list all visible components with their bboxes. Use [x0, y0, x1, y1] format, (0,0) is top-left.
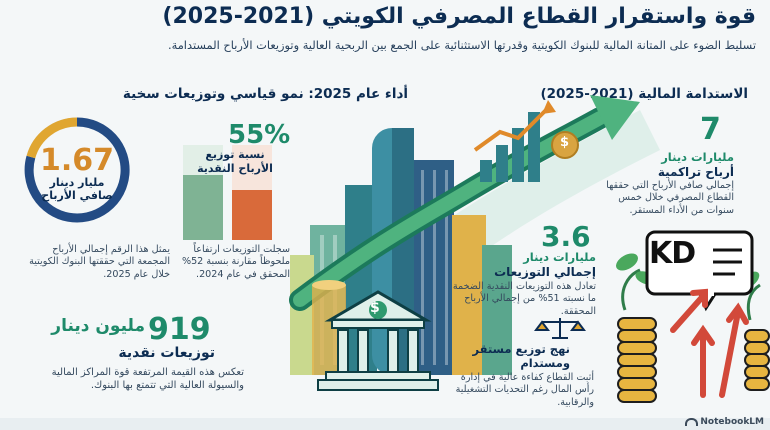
bar-chart-icon: [473, 100, 556, 182]
cumulative-unit: مليارات دينار: [661, 150, 734, 164]
profit-value: 1.67: [39, 143, 115, 178]
profit-ring-chart: [24, 117, 130, 223]
up-arrows-icon: [670, 288, 749, 398]
profit-description: يمثل هذا الرقم إجمالي الأرباح المجمعة ال…: [29, 244, 170, 280]
cumulative-value: 7: [700, 112, 721, 147]
payout-description: سجلت التوزيعات ارتفاعاً ملحوظاً مقارنة ب…: [181, 244, 290, 280]
footer-strip: [0, 418, 770, 430]
cumulative-description: إجمالي صافي الأرباح التي حققها القطاع ال…: [606, 180, 734, 216]
left-section-heading: أداء عام 2025: نمو قياسي وتوزيعات سخية: [122, 86, 408, 102]
total-dividends-label: إجمالي التوزيعات: [494, 265, 596, 279]
brand-logo-icon: [685, 417, 699, 426]
page-title: قوة واستقرار القطاع المصرفي الكويتي (202…: [162, 4, 756, 29]
total-dividends-description: تعادل هذه التوزيعات النقدية الضخمة ما نس…: [452, 281, 596, 317]
coin-dollar-symbol: $: [560, 135, 570, 150]
approach-description: أثبت القطاع كفاءة عالية في إدارة رأس الم…: [455, 372, 594, 408]
kd-label: KD: [649, 236, 696, 271]
brand-name: NotebookLM: [700, 417, 764, 427]
brand-badge: NotebookLM: [685, 417, 764, 427]
coin-icon: [551, 131, 579, 159]
growth-arrow-head: [590, 95, 640, 140]
page-subtitle: تسليط الضوء على المتانة المالية للبنوك ا…: [167, 38, 756, 52]
coin-stacks-icon: [617, 317, 770, 403]
cash-dividends-description: تعكس هذه القيمة المرتفعة قوة المراكز الم…: [51, 367, 244, 391]
bank-icon: [317, 290, 439, 391]
profit-unit: مليار دينار: [49, 176, 105, 189]
bank-dollar-symbol: $: [370, 300, 380, 316]
total-dividends-value: 3.6: [541, 220, 591, 253]
scales-icon: [534, 318, 586, 339]
profit-label: صافي الأرباح: [41, 189, 113, 202]
cumulative-label: أرباح تراكمية: [657, 165, 734, 179]
payout-bar-chart: [183, 145, 272, 240]
total-dividends-unit: مليارات دينار: [523, 250, 596, 264]
payout-label: نسبة توزيع الأرباح النقدية: [197, 148, 273, 175]
cash-dividends-unit: مليون دينار: [51, 316, 145, 336]
payout-value: 55%: [228, 120, 291, 150]
right-section-heading: الاستدامة المالية (2021-2025): [540, 86, 748, 102]
cash-dividends-label: توزيعات نقدية: [118, 345, 215, 361]
cash-dividends-value: 919: [148, 312, 211, 347]
approach-label: نهج توزيع مستقر ومستدام: [472, 342, 570, 371]
